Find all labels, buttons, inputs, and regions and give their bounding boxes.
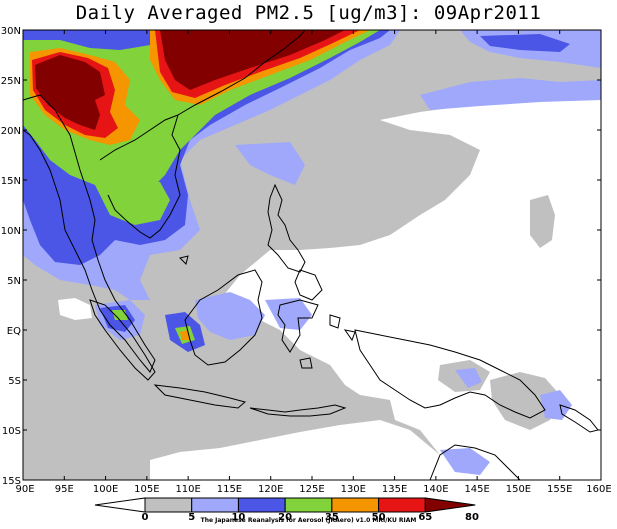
lon-label: 155E <box>547 484 572 495</box>
lon-label: 105E <box>134 484 159 495</box>
lat-labels: 30N 25N 20N 15N 10N 5N EQ 5S 10S 15S <box>1 26 21 487</box>
field-5-10-patch <box>530 195 555 248</box>
lon-label: 160E <box>586 484 611 495</box>
colorbar-swatch <box>331 497 380 513</box>
coast-australia <box>429 444 521 480</box>
lon-label: 140E <box>423 484 448 495</box>
lat-label: EQ <box>7 326 21 337</box>
lon-label: 150E <box>506 484 531 495</box>
field-20-35-east <box>480 34 570 52</box>
field-10-20-borneo <box>195 292 265 340</box>
lat-label: 15N <box>1 176 21 187</box>
colorbar-label: 35 <box>325 512 339 523</box>
coast-philippines-s <box>294 269 323 301</box>
colorbar: 0 5 10 20 35 50 65 80 <box>94 497 479 523</box>
field-50-65-borneo <box>180 330 190 340</box>
coast-sumatra <box>89 299 156 381</box>
colorbar-label: 50 <box>372 512 386 523</box>
coast-sulawesi <box>277 299 319 353</box>
colorbar-label: 5 <box>188 512 195 523</box>
coastlines <box>23 30 599 480</box>
map-title: Daily Averaged PM2.5 [ug/m3]: 09Apr2011 <box>75 2 542 24</box>
field-5-10-patch <box>300 390 350 412</box>
colorbar-label: 80 <box>465 512 479 523</box>
colorbar-left-arrow <box>94 497 146 513</box>
field-35-50-thai <box>95 178 170 225</box>
lat-label: 5N <box>7 276 21 287</box>
field-10-20-pacific <box>455 368 482 388</box>
coast-philippines <box>267 183 306 273</box>
coast-islands <box>179 255 599 433</box>
lon-label: 135E <box>382 484 407 495</box>
coast-indochina <box>99 114 181 239</box>
lat-label: 20N <box>1 126 21 137</box>
coast-lesser-sunda <box>249 404 347 417</box>
lon-label: 130E <box>341 484 366 495</box>
field-5-10-patch <box>490 372 560 430</box>
lon-label: 145E <box>464 484 489 495</box>
colorbar-swatch <box>237 497 286 513</box>
lon-label: 90E <box>15 484 34 495</box>
coast-java <box>153 384 247 409</box>
coast-new-guinea <box>354 329 546 419</box>
field-10-20-celebes <box>265 298 312 330</box>
colorbar-swatch <box>144 497 193 513</box>
lon-label: 115E <box>217 484 242 495</box>
lon-label: 120E <box>258 484 283 495</box>
colorbar-swatch <box>378 497 426 513</box>
lon-label: 100E <box>93 484 118 495</box>
lat-label: 30N <box>1 26 21 37</box>
coast-china <box>177 30 306 116</box>
colorbar-label: 65 <box>418 512 432 523</box>
field-10-20-phil <box>235 142 305 185</box>
field-80-plus <box>35 55 105 130</box>
lat-label: 10S <box>2 426 21 437</box>
lon-label: 125E <box>299 484 324 495</box>
field-0-5-west <box>58 298 92 320</box>
field-10-20-pacific <box>440 448 490 475</box>
colorbar-swatch <box>191 497 239 513</box>
coast-mainland <box>23 94 156 373</box>
coast-borneo <box>184 269 263 366</box>
field-10-20-ne <box>420 78 601 110</box>
colorbar-right-arrow <box>424 497 476 513</box>
lon-label: 110E <box>175 484 200 495</box>
lat-label: 15S <box>2 476 21 487</box>
colorbar-label: 0 <box>142 512 149 523</box>
lon-labels: 90E 95E 100E 105E 110E 115E 120E 125E 130E 135E 14… <box>15 484 611 495</box>
colorbar-label: 10 <box>231 512 245 523</box>
field-0-5-south <box>150 420 470 480</box>
lat-label: 25N <box>1 76 21 87</box>
lon-label: 95E <box>55 484 74 495</box>
field-10-20-pacific <box>540 390 572 420</box>
colorbar-swatch <box>284 497 333 513</box>
lat-label: 10N <box>1 226 21 237</box>
credit-text: The Japanese Reanalysis for Aerosol (JRA… <box>200 517 417 524</box>
pm25-field <box>23 30 601 480</box>
lat-label: 5S <box>8 376 21 387</box>
colorbar-label: 20 <box>278 512 292 523</box>
field-80-plus-north <box>160 30 345 90</box>
axis-ticks <box>22 29 602 481</box>
